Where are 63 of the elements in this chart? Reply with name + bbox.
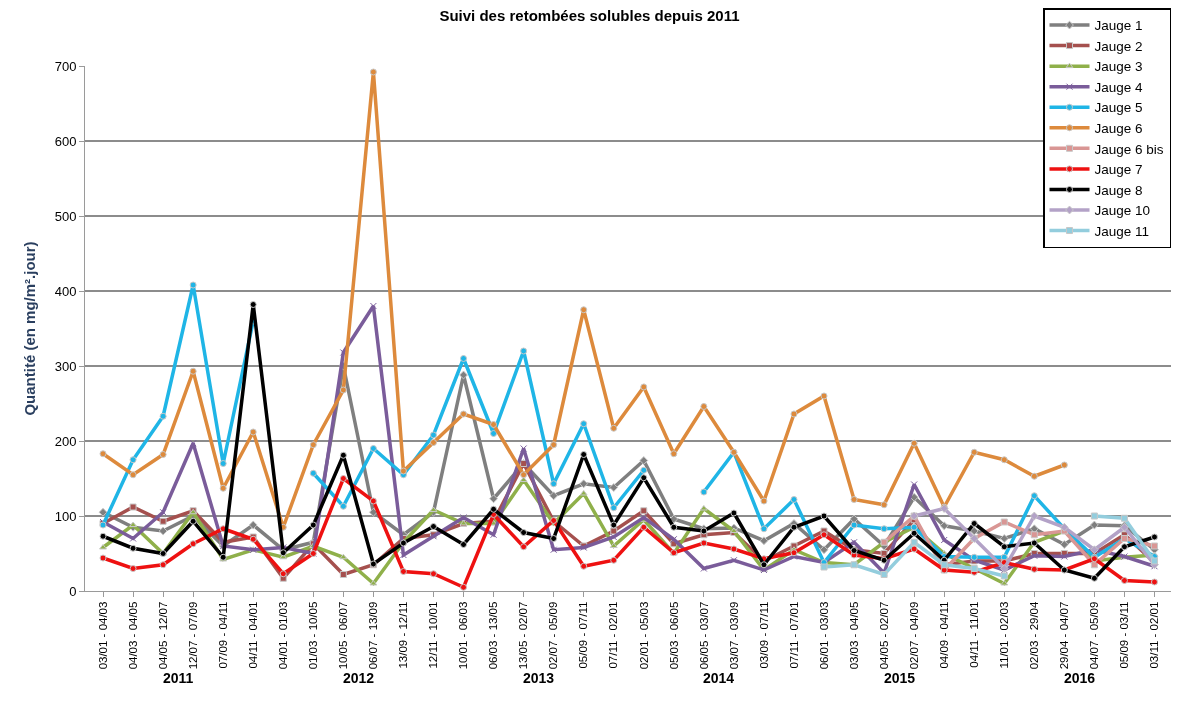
legend-label: Jauge 11 <box>1094 223 1150 239</box>
text: 2011 <box>163 670 194 686</box>
text: 2015 <box>884 670 916 686</box>
y-tick-label: 0 <box>69 583 77 599</box>
x-tick-label: 05/09 - 07/11 <box>577 601 590 669</box>
legend-label: Jauge 4 <box>1094 79 1144 95</box>
x-tick-label: 03/11 - 02/01 <box>1148 601 1161 669</box>
y-tick-label: 400 <box>54 283 77 299</box>
legend-label: Jauge 10 <box>1094 203 1151 219</box>
legend-label: Jauge 7 <box>1094 162 1143 178</box>
x-tick-label: 04/03 - 04/05 <box>126 601 139 670</box>
x-tick-label: 12/07 - 07/09 <box>186 601 199 670</box>
x-tick-label: 07/09 - 04/11 <box>216 601 229 669</box>
text: 2014 <box>703 670 735 686</box>
chart-title: Suivi des retombées solubles depuis 2011 <box>439 7 740 25</box>
x-tick-label: 06/03 - 13/05 <box>487 601 500 670</box>
y-tick-label: 500 <box>54 208 77 224</box>
x-tick-label: 03/07 - 03/09 <box>727 601 740 670</box>
legend-label: Jauge 3 <box>1094 59 1143 75</box>
x-tick-label: 03/03 - 04/05 <box>847 601 860 670</box>
x-tick-label: 05/09 - 03/11 <box>1118 601 1131 669</box>
x-tick-label: 04/05 - 12/07 <box>156 601 169 670</box>
x-tick-label: 04/05 - 02/07 <box>877 601 890 670</box>
x-tick-label: 07/11 - 02/01 <box>607 601 620 669</box>
x-tick-label: 06/07 - 13/09 <box>367 601 380 670</box>
x-tick-label: 04/01 - 01/03 <box>277 601 290 670</box>
text: 2016 <box>1064 670 1096 686</box>
legend-label: Jauge 6 bis <box>1094 141 1164 157</box>
x-tick-label: 05/03 - 06/05 <box>667 601 680 670</box>
text: 2012 <box>343 670 375 686</box>
y-axis-title: Quantité (en mg/m².jour) <box>20 241 38 416</box>
x-tick-label: 02/03 - 29/04 <box>1028 601 1041 670</box>
x-tick-label: 07/11 - 07/01 <box>787 601 800 669</box>
x-tick-label: 04/11 - 04/01 <box>246 601 259 669</box>
y-tick-label: 300 <box>54 358 77 374</box>
y-tick-label: 200 <box>54 433 77 449</box>
text: 2013 <box>523 670 555 686</box>
y-tick-label: 600 <box>54 133 77 149</box>
x-tick-label: 11/01 - 02/03 <box>998 601 1011 669</box>
legend-label: Jauge 1 <box>1094 18 1143 34</box>
x-tick-label: 02/07 - 05/09 <box>547 601 560 670</box>
x-tick-label: 06/05 - 03/07 <box>697 601 710 670</box>
x-tick-label: 03/09 - 07/11 <box>757 601 770 669</box>
x-tick-label: 03/01 - 04/03 <box>96 601 109 670</box>
x-tick-label: 13/05 - 02/07 <box>517 601 530 670</box>
legend-label: Jauge 6 <box>1094 121 1143 137</box>
x-tick-label: 01/03 - 10/05 <box>307 601 320 670</box>
x-tick-label: 13/09 - 12/11 <box>397 601 410 669</box>
x-tick-label: 10/01 - 06/03 <box>457 601 470 670</box>
y-tick-label: 100 <box>54 508 77 524</box>
x-tick-label: 04/07 - 05/09 <box>1088 601 1101 670</box>
x-tick-label: 10/05 - 06/07 <box>337 601 350 670</box>
x-tick-label: 04/11 - 11/01 <box>967 601 980 668</box>
x-tick-label: 02/07 - 04/09 <box>907 601 920 670</box>
legend-label: Jauge 2 <box>1094 38 1143 54</box>
x-tick-label: 12/11 - 10/01 <box>427 601 440 669</box>
legend-label: Jauge 5 <box>1094 100 1143 116</box>
x-tick-label: 04/09 - 04/11 <box>937 601 950 669</box>
legend-label: Jauge 8 <box>1094 182 1143 198</box>
x-tick-label: 06/01 - 03/03 <box>817 601 830 670</box>
x-tick-label: 02/01 - 05/03 <box>637 601 650 670</box>
y-tick-label: 700 <box>54 58 77 74</box>
x-tick-label: 29/04 - 04/07 <box>1058 601 1071 670</box>
